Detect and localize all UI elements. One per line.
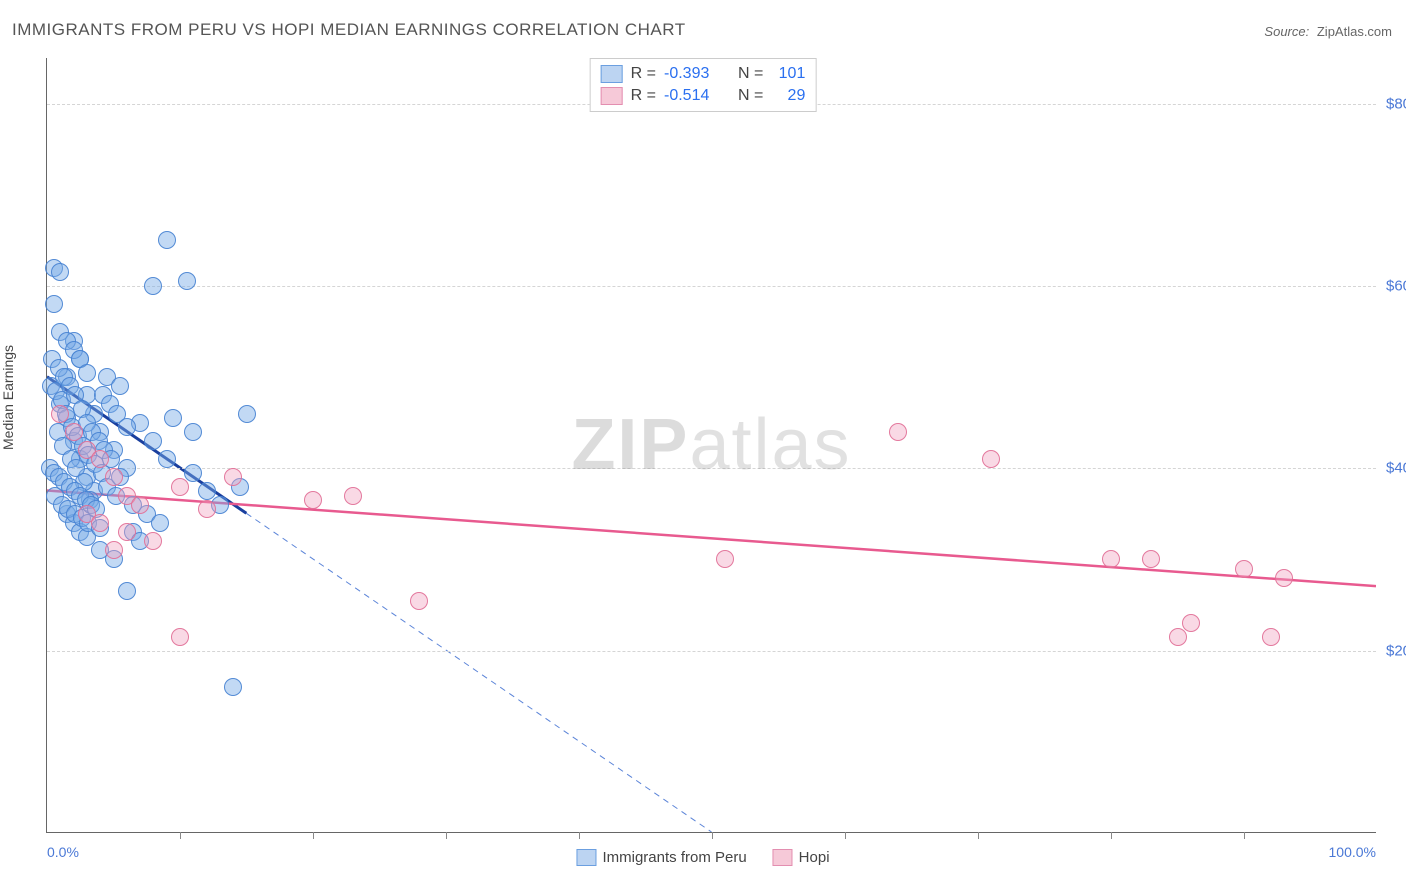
gridline <box>47 286 1376 287</box>
data-point <box>144 432 162 450</box>
data-point <box>164 409 182 427</box>
data-point <box>716 550 734 568</box>
x-tick <box>579 832 580 839</box>
data-point <box>1275 569 1293 587</box>
data-point <box>410 592 428 610</box>
gridline <box>47 468 1376 469</box>
data-point <box>91 450 109 468</box>
y-tick-label: $40,000 <box>1378 460 1406 477</box>
data-point <box>65 423 83 441</box>
y-tick-label: $80,000 <box>1378 95 1406 112</box>
data-point <box>889 423 907 441</box>
series-legend: Immigrants from Peru Hopi <box>576 849 829 866</box>
legend-swatch <box>576 849 596 866</box>
legend-item: Immigrants from Peru <box>576 849 746 866</box>
r-value: -0.393 <box>664 63 724 85</box>
data-point <box>304 491 322 509</box>
data-point <box>1262 628 1280 646</box>
trend-line <box>47 491 1376 587</box>
data-point <box>158 231 176 249</box>
data-point <box>144 532 162 550</box>
trendlines-svg <box>47 58 1376 832</box>
data-point <box>51 263 69 281</box>
trend-line <box>246 513 711 832</box>
x-tick <box>1244 832 1245 839</box>
data-point <box>178 272 196 290</box>
correlation-row: R = -0.514 N = 29 <box>601 85 806 107</box>
watermark: ZIPatlas <box>571 404 851 486</box>
n-value: 101 <box>771 63 805 85</box>
chart-container: IMMIGRANTS FROM PERU VS HOPI MEDIAN EARN… <box>0 0 1406 892</box>
data-point <box>184 423 202 441</box>
chart-title: IMMIGRANTS FROM PERU VS HOPI MEDIAN EARN… <box>12 20 686 40</box>
legend-label: Hopi <box>799 849 830 866</box>
data-point <box>105 468 123 486</box>
data-point <box>78 364 96 382</box>
correlation-legend: R = -0.393 N = 101 R = -0.514 N = 29 <box>590 58 817 112</box>
data-point <box>982 450 1000 468</box>
data-point <box>224 468 242 486</box>
legend-swatch <box>601 87 623 105</box>
data-point <box>1169 628 1187 646</box>
data-point <box>158 450 176 468</box>
watermark-bold: ZIP <box>571 405 689 485</box>
data-point <box>131 496 149 514</box>
data-point <box>45 295 63 313</box>
data-point <box>151 514 169 532</box>
data-point <box>198 500 216 518</box>
data-point <box>144 277 162 295</box>
x-tick <box>313 832 314 839</box>
data-point <box>1142 550 1160 568</box>
data-point <box>344 487 362 505</box>
data-point <box>118 523 136 541</box>
x-tick <box>978 832 979 839</box>
legend-swatch <box>773 849 793 866</box>
data-point <box>111 377 129 395</box>
data-point <box>91 514 109 532</box>
r-label: R = <box>631 85 656 107</box>
data-point <box>171 478 189 496</box>
x-right-label: 100.0% <box>1329 844 1376 860</box>
x-tick <box>712 832 713 839</box>
data-point <box>184 464 202 482</box>
legend-swatch <box>601 65 623 83</box>
r-value: -0.514 <box>664 85 724 107</box>
legend-item: Hopi <box>773 849 830 866</box>
x-tick <box>180 832 181 839</box>
y-tick-label: $60,000 <box>1378 277 1406 294</box>
n-value: 29 <box>771 85 805 107</box>
watermark-rest: atlas <box>689 405 851 485</box>
plot-area: ZIPatlas $20,000$40,000$60,000$80,0000.0… <box>46 58 1376 833</box>
source-name: ZipAtlas.com <box>1317 24 1392 39</box>
data-point <box>224 678 242 696</box>
correlation-row: R = -0.393 N = 101 <box>601 63 806 85</box>
x-tick <box>446 832 447 839</box>
gridline <box>47 651 1376 652</box>
y-axis-label: Median Earnings <box>0 345 16 450</box>
data-point <box>171 628 189 646</box>
x-tick <box>1111 832 1112 839</box>
data-point <box>51 405 69 423</box>
data-point <box>238 405 256 423</box>
source-prefix: Source: <box>1264 24 1309 39</box>
x-left-label: 0.0% <box>47 844 79 860</box>
y-tick-label: $20,000 <box>1378 642 1406 659</box>
r-label: R = <box>631 63 656 85</box>
n-label: N = <box>738 63 763 85</box>
x-tick <box>845 832 846 839</box>
data-point <box>118 418 136 436</box>
data-point <box>1235 560 1253 578</box>
source-credit: Source: ZipAtlas.com <box>1264 24 1392 39</box>
data-point <box>1182 614 1200 632</box>
n-label: N = <box>738 85 763 107</box>
data-point <box>118 582 136 600</box>
data-point <box>1102 550 1120 568</box>
data-point <box>105 541 123 559</box>
legend-label: Immigrants from Peru <box>602 849 746 866</box>
